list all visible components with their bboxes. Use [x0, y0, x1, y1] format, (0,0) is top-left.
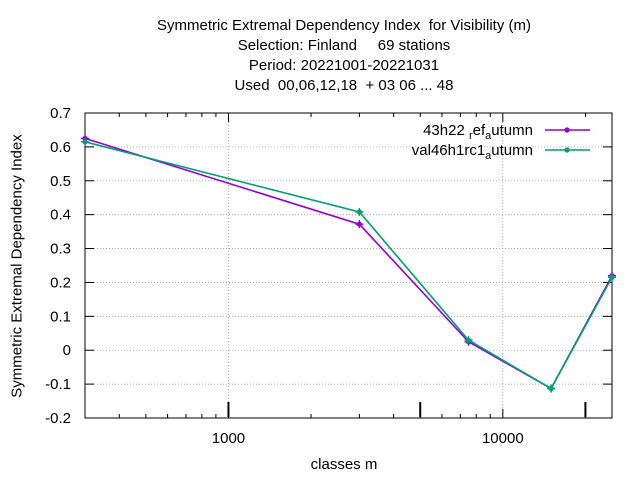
- series-line-2: [84, 141, 613, 390]
- x-axis-label: classes m: [310, 456, 378, 473]
- y-tick-label: 0: [63, 342, 71, 359]
- y-tick-label: 0.1: [50, 308, 71, 325]
- chart-subtitle-selection: Selection: Finland 69 stations: [237, 37, 451, 54]
- chart-title: Symmetric Extremal Dependency Index for …: [156, 17, 531, 34]
- chart-subtitle-used: Used 00,06,12,18 + 03 06 ... 48: [234, 77, 454, 94]
- grid-layer: [85, 113, 612, 418]
- y-tick-label: 0.7: [50, 105, 71, 122]
- y-tick-label: 0.6: [50, 139, 71, 156]
- legend-label-2: val46h1rc1autumn: [412, 142, 533, 162]
- y-tick-label: 0.5: [50, 173, 71, 190]
- legend-marker-2: [564, 147, 570, 153]
- chart-subtitle-period: Period: 20221001-20221031: [248, 57, 440, 74]
- legend-label-1: 43h22 refautumn: [423, 122, 533, 142]
- legend-marker-1: [564, 127, 570, 133]
- x-tick-label: 10000: [482, 430, 524, 447]
- y-tick-label: 0.4: [50, 207, 71, 224]
- series-line-1: [84, 137, 613, 390]
- plot-frame: [84, 112, 613, 419]
- series-layer: [81, 134, 616, 393]
- x-tick-label: 1000: [212, 430, 245, 447]
- y-tick-label: 0.2: [50, 274, 71, 291]
- y-tick-label: 0.3: [50, 241, 71, 258]
- y-tick-label: -0.1: [45, 376, 71, 393]
- y-tick-label: -0.2: [45, 410, 71, 427]
- axis-layer: -0.2 -0.1 0 0.1 0.2 0.3 0.4 0.5 0.6 0.7 1000 10000: [45, 105, 613, 447]
